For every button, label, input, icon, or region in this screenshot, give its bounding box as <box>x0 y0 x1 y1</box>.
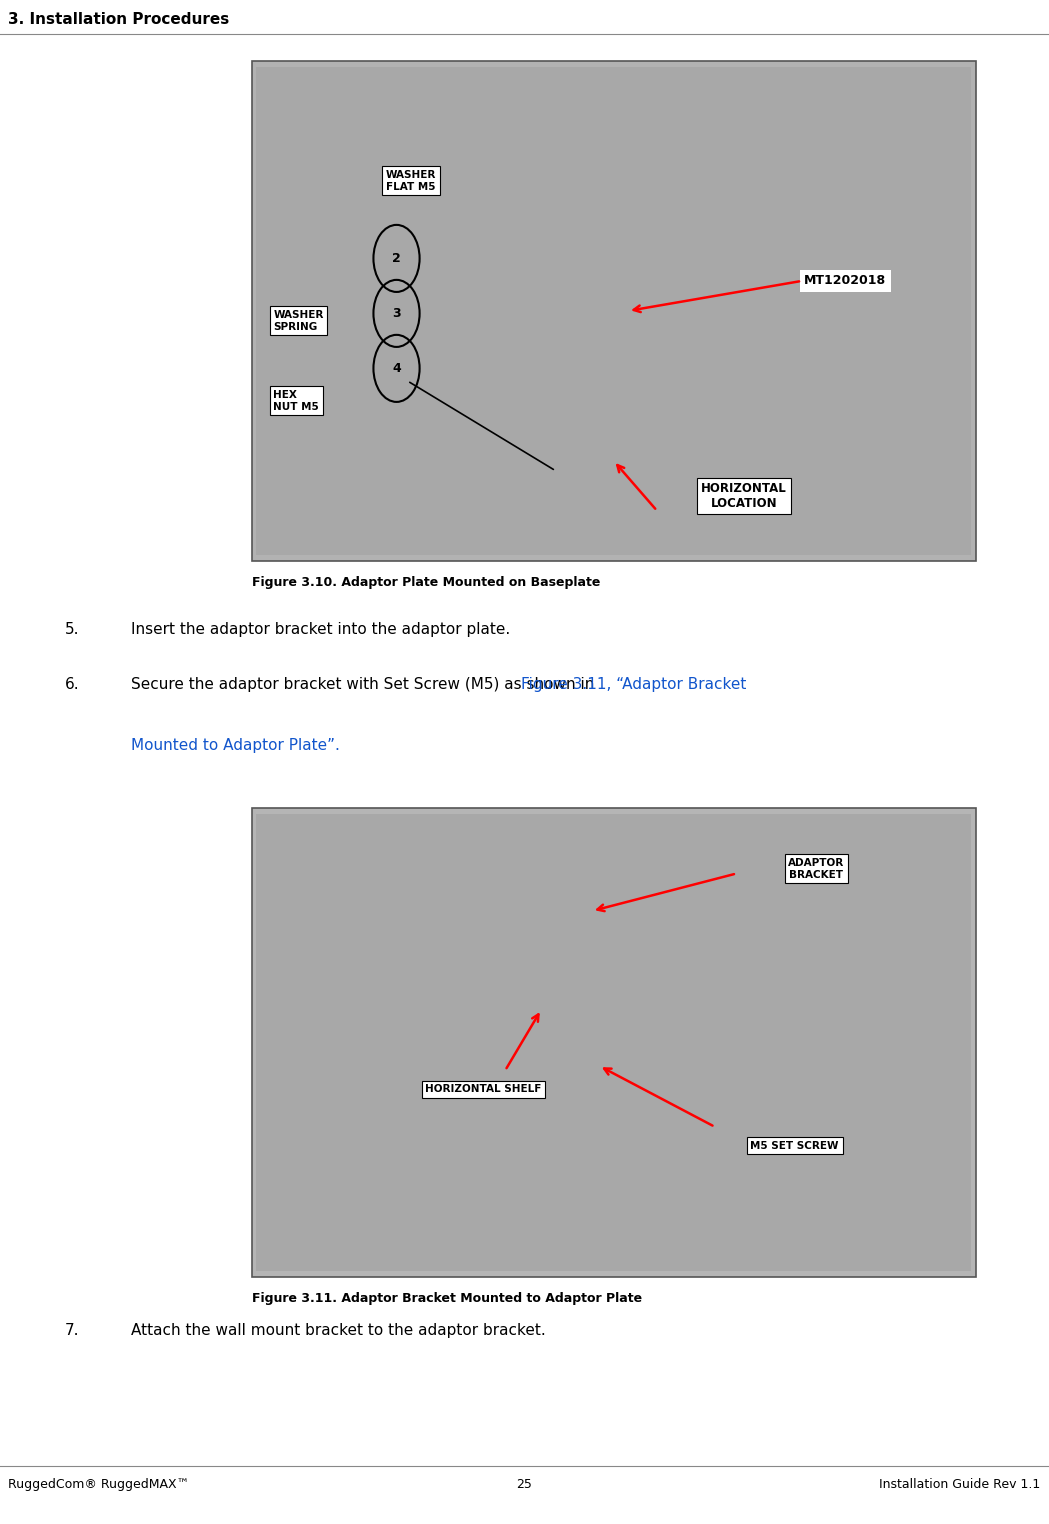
Text: Secure the adaptor bracket with Set Screw (M5) as shown in: Secure the adaptor bracket with Set Scre… <box>131 677 599 692</box>
Text: 6.: 6. <box>65 677 80 692</box>
Text: 5.: 5. <box>65 622 80 637</box>
Text: Insert the adaptor bracket into the adaptor plate.: Insert the adaptor bracket into the adap… <box>131 622 511 637</box>
Text: RuggedCom® RuggedMAX™: RuggedCom® RuggedMAX™ <box>8 1478 190 1490</box>
FancyBboxPatch shape <box>252 808 976 1277</box>
Text: 2: 2 <box>392 251 401 265</box>
Text: Mounted to Adaptor Plate”.: Mounted to Adaptor Plate”. <box>131 738 340 753</box>
Text: WASHER
FLAT M5: WASHER FLAT M5 <box>386 171 436 192</box>
FancyBboxPatch shape <box>256 67 971 555</box>
Text: HEX
NUT M5: HEX NUT M5 <box>274 390 319 411</box>
Text: ADAPTOR
BRACKET: ADAPTOR BRACKET <box>788 858 844 879</box>
Text: HORIZONTAL
LOCATION: HORIZONTAL LOCATION <box>701 482 787 511</box>
Text: MT1202018: MT1202018 <box>805 274 886 288</box>
Text: HORIZONTAL SHELF: HORIZONTAL SHELF <box>425 1085 541 1094</box>
Text: Figure 3.11, “Adaptor Bracket: Figure 3.11, “Adaptor Bracket <box>520 677 746 692</box>
Text: 4: 4 <box>392 361 401 375</box>
Text: WASHER
SPRING: WASHER SPRING <box>274 309 324 332</box>
Text: 7.: 7. <box>65 1323 80 1338</box>
FancyBboxPatch shape <box>252 61 976 561</box>
Text: 3: 3 <box>392 306 401 320</box>
Text: 3. Installation Procedures: 3. Installation Procedures <box>8 12 230 27</box>
Text: Figure 3.10. Adaptor Plate Mounted on Baseplate: Figure 3.10. Adaptor Plate Mounted on Ba… <box>252 576 600 590</box>
Text: 25: 25 <box>516 1478 533 1490</box>
Text: Attach the wall mount bracket to the adaptor bracket.: Attach the wall mount bracket to the ada… <box>131 1323 545 1338</box>
Text: Figure 3.11. Adaptor Bracket Mounted to Adaptor Plate: Figure 3.11. Adaptor Bracket Mounted to … <box>252 1292 642 1306</box>
Text: Installation Guide Rev 1.1: Installation Guide Rev 1.1 <box>879 1478 1041 1490</box>
Text: M5 SET SCREW: M5 SET SCREW <box>750 1140 839 1151</box>
FancyBboxPatch shape <box>256 814 971 1271</box>
